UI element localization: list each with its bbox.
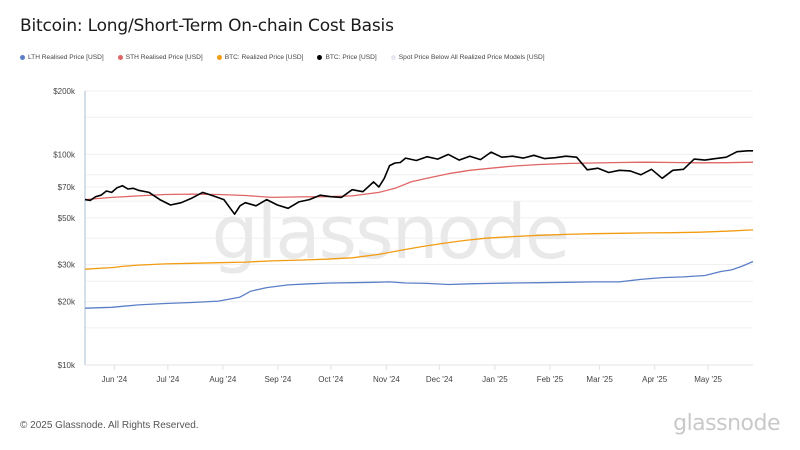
x-tick-label: Nov '24 (373, 375, 400, 384)
legend-label-realized: BTC: Realized Price [USD] (224, 54, 304, 61)
y-tick-label: $70k (58, 183, 76, 192)
y-tick-label: $50k (58, 214, 76, 223)
btc-price-line[interactable] (84, 150, 753, 215)
chart-legend: LTH Realised Price [USD] STH Realised Pr… (20, 54, 545, 61)
x-tick-label: Feb '25 (537, 375, 564, 384)
x-tick-label: May '25 (694, 375, 722, 384)
x-tick-label: Apr '25 (642, 375, 668, 384)
sth-realised-price-line[interactable] (84, 161, 754, 201)
legend-dot-price (317, 55, 323, 60)
legend-item-spot-below[interactable]: Spot Price Below All Realized Price Mode… (390, 54, 545, 61)
legend-label-price: BTC: Price [USD] (325, 54, 377, 61)
series-lines (84, 150, 754, 309)
x-tick-label: Dec '24 (426, 375, 453, 384)
chart-title: Bitcoin: Long/Short-Term On-chain Cost B… (20, 16, 394, 36)
grid-lines (85, 90, 753, 329)
watermark: glassnode (212, 190, 569, 276)
legend-item-sth[interactable]: STH Realised Price [USD] (117, 54, 203, 61)
y-tick-label: $20k (58, 298, 76, 307)
y-tick-label: $10k (58, 361, 76, 370)
y-tick-labels: $200k $100k $70k $50k $30k $20k $10k (53, 87, 76, 370)
legend-dot-realized (216, 55, 222, 60)
legend-item-realized[interactable]: BTC: Realized Price [USD] (216, 54, 304, 61)
x-tick-label: Mar '25 (586, 375, 613, 384)
y-tick-label: $30k (58, 261, 76, 270)
legend-label-lth: LTH Realised Price [USD] (28, 54, 104, 61)
legend-item-price[interactable]: BTC: Price [USD] (317, 54, 377, 61)
btc-realized-price-line[interactable] (84, 229, 754, 270)
x-tick-label: Jul '24 (156, 375, 179, 384)
x-tick-labels: Jun '24 Jul '24 Aug '24 Sep '24 Oct '24 Nov '… (102, 365, 723, 384)
x-tick-label: Oct '24 (318, 375, 344, 384)
legend-dot-spot-below (390, 55, 396, 60)
legend-label-sth: STH Realised Price [USD] (125, 54, 203, 61)
y-tick-label: $100k (53, 150, 76, 159)
lth-realised-price-line[interactable] (84, 260, 754, 309)
legend-item-lth[interactable]: LTH Realised Price [USD] (20, 54, 104, 61)
legend-label-spot-below: Spot Price Below All Realized Price Mode… (398, 54, 545, 61)
x-tick-label: Sep '24 (264, 375, 291, 384)
legend-dot-sth (117, 55, 123, 60)
legend-dot-lth (20, 55, 25, 60)
x-tick-label: Aug '24 (209, 375, 236, 384)
copyright-text: © 2025 Glassnode. All Rights Reserved. (20, 420, 199, 431)
brand-logo[interactable]: glassnode (673, 411, 780, 436)
y-tick-label: $200k (53, 87, 76, 96)
x-tick-label: Jan '25 (482, 375, 508, 384)
x-tick-label: Jun '24 (102, 375, 128, 384)
